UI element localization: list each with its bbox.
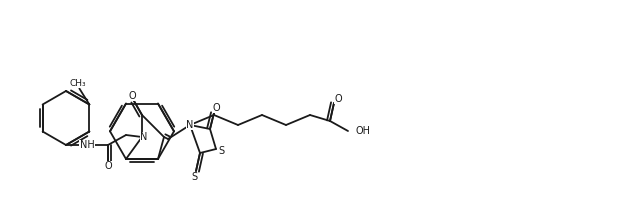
Text: OH: OH [355, 126, 370, 136]
Text: S: S [218, 146, 224, 156]
Text: CH₃: CH₃ [69, 79, 85, 88]
Text: O: O [128, 91, 136, 101]
Text: S: S [191, 172, 197, 182]
Text: N: N [187, 120, 193, 130]
Text: NH: NH [80, 140, 94, 150]
Text: N: N [140, 132, 148, 142]
Text: O: O [212, 103, 220, 113]
Text: O: O [334, 94, 342, 104]
Text: O: O [104, 161, 112, 171]
